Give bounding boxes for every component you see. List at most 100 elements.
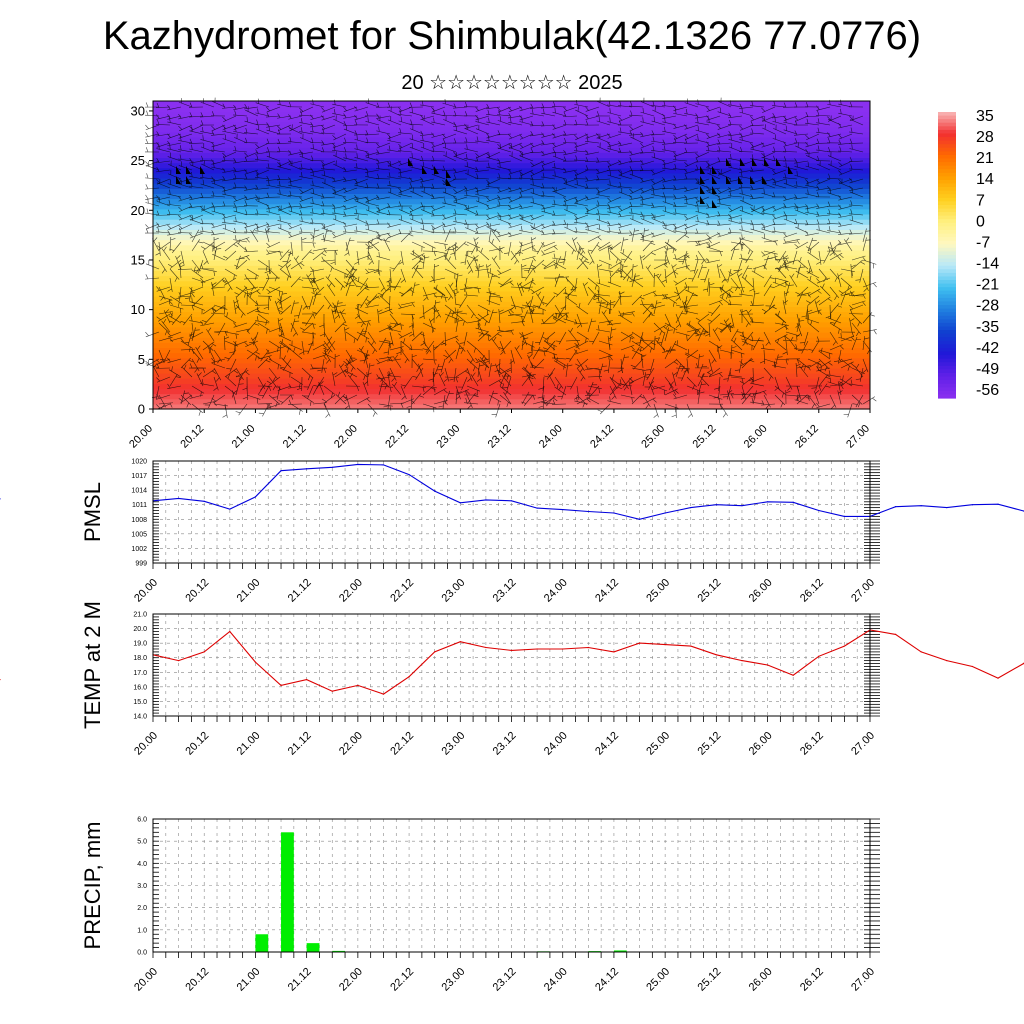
wind-barb-flag	[398, 107, 402, 112]
wind-barb	[489, 241, 501, 252]
wind-barb	[224, 385, 237, 395]
wind-barb	[519, 205, 534, 210]
temp-panel: 14.015.016.017.018.019.020.021.020.00 20.…	[0, 601, 1024, 758]
wind-barb	[783, 182, 798, 189]
wind-barb-flag	[378, 126, 380, 132]
wind-barb-flag	[855, 378, 861, 380]
wind-barb-flag	[233, 167, 237, 172]
wind-barb	[243, 142, 259, 144]
wind-barb-flag	[667, 248, 673, 250]
wind-barb-flag	[322, 344, 327, 349]
wind-barb-flag	[211, 244, 216, 248]
wind-barb-flag	[805, 396, 810, 400]
wind-barb	[195, 346, 204, 360]
heat-band	[153, 101, 870, 107]
wind-barb	[607, 121, 622, 126]
wind-barb	[862, 336, 865, 351]
wind-barb-flag	[588, 393, 591, 399]
wind-barb	[420, 115, 435, 120]
wind-barb-flag	[326, 359, 330, 364]
wind-barb	[717, 169, 732, 176]
wind-barb-flag	[203, 260, 208, 265]
wind-barb-flag	[266, 106, 270, 112]
wind-barb	[389, 295, 391, 311]
wind-barb-flag	[541, 250, 545, 255]
wind-barb	[179, 286, 182, 301]
wind-barb	[738, 358, 743, 373]
wind-barb-flag	[809, 267, 811, 273]
wind-barb	[813, 390, 820, 405]
wind-barb-flag	[391, 377, 396, 382]
wind-barb-flag	[785, 117, 787, 123]
wind-barb-flag	[728, 130, 732, 136]
wind-barb-flag	[553, 253, 556, 259]
wind-barb-flag	[519, 150, 523, 155]
wind-barb	[255, 213, 270, 216]
wind-barb-flag	[508, 310, 512, 316]
wind-barb	[345, 237, 351, 252]
wind-barb	[400, 385, 407, 400]
heat-band	[153, 229, 870, 236]
wind-barb	[158, 336, 173, 342]
wind-barb-flag	[384, 384, 388, 390]
wind-barb-flag	[365, 150, 369, 156]
wind-barb	[763, 331, 771, 345]
pmsl-point	[254, 496, 257, 498]
colorbar-segment	[938, 387, 956, 392]
wind-barb	[618, 105, 633, 108]
wind-barb-flag	[543, 347, 548, 350]
wind-barb-flag	[481, 355, 485, 360]
wind-barb	[285, 264, 292, 279]
wind-barb	[743, 385, 754, 397]
wind-barb-flag	[389, 386, 392, 392]
wind-barb-flag	[184, 297, 191, 300]
wind-barb-flag	[729, 227, 732, 233]
wind-barb-flag	[630, 110, 633, 116]
wind-barb-flag	[869, 314, 875, 317]
y-tick-label: 1005	[131, 531, 147, 538]
wind-barb	[262, 403, 270, 417]
wind-barb	[321, 124, 336, 131]
wind-barb	[805, 211, 820, 216]
wind-barb	[544, 331, 556, 342]
pmsl-point	[0, 498, 1, 500]
wind-barb	[774, 385, 787, 395]
wind-barb	[266, 184, 281, 189]
wind-barb-flag	[345, 405, 350, 409]
wind-barb-flag	[465, 370, 470, 375]
wind-barb-flag	[794, 138, 798, 144]
wind-barb	[585, 133, 600, 139]
wind-barb-flag	[748, 395, 754, 398]
wind-barb	[235, 304, 246, 316]
wind-barb-flag	[388, 281, 391, 287]
wind-barb	[477, 331, 489, 342]
wind-barb-flag	[618, 228, 622, 234]
wind-barb-flag	[611, 328, 617, 331]
wind-barb	[499, 329, 514, 333]
wind-barb-flag	[640, 188, 645, 193]
x-tick-label: 21.12	[286, 577, 314, 605]
wind-barb	[586, 397, 600, 405]
wind-barb-flag	[828, 218, 831, 224]
wind-barb	[840, 268, 855, 273]
wind-barb	[541, 112, 556, 117]
wind-barb-flag	[706, 141, 710, 146]
wind-barb-flag	[476, 378, 482, 382]
wind-barb	[609, 327, 613, 342]
wind-barb	[629, 196, 644, 201]
wind-barb	[586, 205, 600, 213]
wind-barb-flag	[519, 241, 523, 246]
wind-barb-flag	[692, 294, 698, 297]
wind-barb	[829, 286, 840, 299]
wind-barb	[628, 381, 633, 396]
wind-barb	[514, 346, 523, 360]
wind-barb-flag	[609, 270, 612, 276]
wind-barb	[157, 313, 171, 322]
wind-barb-flag	[244, 292, 246, 298]
wind-barb-flag	[448, 358, 452, 364]
wind-barb-flag	[684, 194, 688, 200]
wind-barb-flag	[706, 212, 710, 218]
wind-barb-flag	[629, 230, 633, 236]
wind-barb-flag	[378, 270, 381, 276]
wind-barb	[544, 340, 556, 351]
